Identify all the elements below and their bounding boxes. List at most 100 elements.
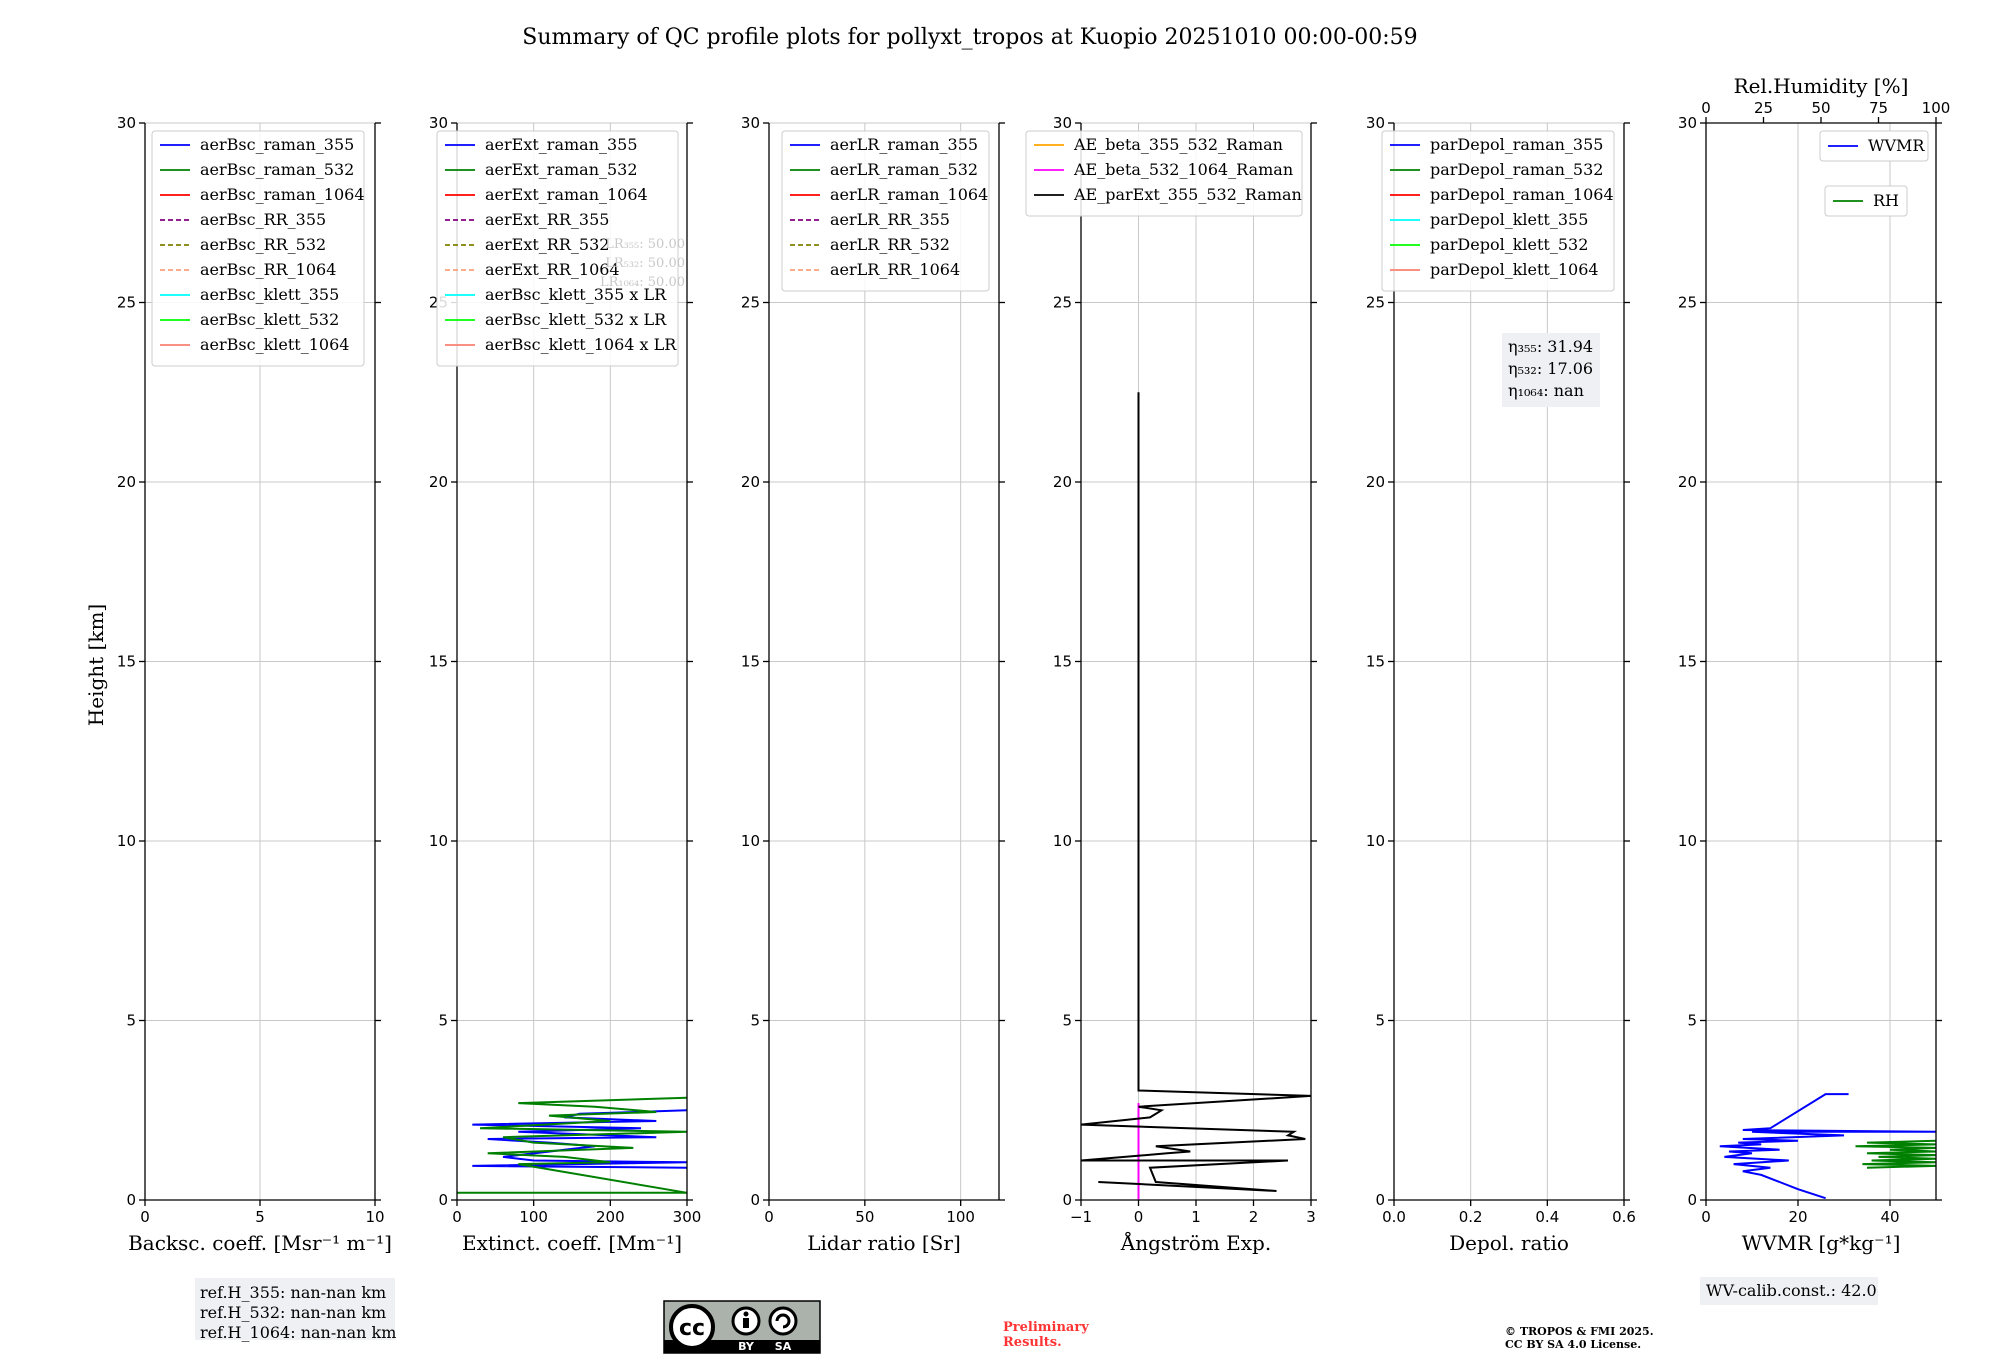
y-tick-label: 20 [1678,473,1697,491]
top-x-tick-label: 50 [1811,99,1830,117]
series-line-ext-1 [457,1096,688,1194]
y-tick-label: 0 [126,1191,136,1209]
cc-sa-arrow [775,1313,791,1329]
y-tick-label: 20 [1053,473,1072,491]
y-tick-label: 30 [1366,114,1385,132]
series-line-wv-1 [1855,1139,1937,1169]
legend-label: aerExt_RR_355 [485,210,609,229]
legend-label: aerBsc_raman_532 [200,160,354,179]
x-axis-label-bsc: Backsc. coeff. [Msr⁻¹ m⁻¹] [128,1231,392,1255]
series-line-wv-0 [1719,1093,1937,1200]
y-tick-label: 10 [1678,832,1697,850]
x-tick-label: 100 [946,1208,975,1226]
y-tick-label: 25 [1678,294,1697,312]
y-tick-label: 0 [1062,1191,1072,1209]
figure-title: Summary of QC profile plots for pollyxt_… [522,25,1417,50]
legend-frame [1824,185,1908,217]
legend-label: aerBsc_klett_1064 x LR [485,335,677,354]
x-tick-label: 0.6 [1612,1208,1636,1226]
legend-lr: aerLR_raman_355 aerLR_raman_532 aerLR_rama… [781,130,990,292]
x-tick-label: 3 [1306,1208,1316,1226]
y-tick-label: 20 [117,473,136,491]
legend-label: aerBsc_klett_355 x LR [485,285,667,304]
top-x-axis-label: Rel.Humidity [%] [1734,74,1909,98]
series-line-ae-1 [1080,392,1312,1192]
legend-label: parDepol_raman_532 [1430,160,1603,179]
panel-depol: 0.0 0.2 0.4 0.6 0 5 10 15 20 25 30 Depol. ratio parD… [1366,114,1636,1255]
legend-label: aerLR_RR_1064 [830,260,960,279]
legend-label: AE_beta_355_532_Raman [1073,135,1283,154]
panel-bsc: 0 5 10 0 5 10 15 20 25 30 Backsc. coeff. [Msr⁻¹ m⁻… [117,114,392,1255]
wv-calib-box-bg [1700,1277,1878,1305]
x-tick-label: 0 [764,1208,774,1226]
legend-label: aerBsc_RR_1064 [200,260,336,279]
eta-annotation: η₅₃₂: 17.06 [1508,359,1593,378]
legend-label: aerBsc_RR_532 [200,235,326,254]
y-tick-label: 30 [1678,114,1697,132]
legend-label: parDepol_klett_532 [1430,235,1588,254]
legend-depol: parDepol_raman_355 parDepol_raman_532 parD… [1381,130,1615,292]
legend-bsc: aerBsc_raman_355 aerBsc_raman_532 aerBsc_r… [151,130,365,367]
x-axis-label-wv: WVMR [g*kg⁻¹] [1742,1231,1901,1255]
ref-height-box: ref.H_355: nan-nan km ref.H_532: nan-nan… [195,1278,396,1342]
x-tick-label: 0 [1701,1208,1711,1226]
y-tick-label: 10 [429,832,448,850]
y-tick-label: 25 [117,294,136,312]
legend-label: aerBsc_RR_355 [200,210,326,229]
legend-label: aerBsc_klett_355 [200,285,339,304]
legend-frame [436,130,679,367]
y-tick-label: 20 [429,473,448,491]
x-tick-label: 300 [673,1208,702,1226]
ref-height-355: ref.H_355: nan-nan km [200,1283,386,1302]
eta-annotation: η₁₀₆₄: nan [1508,381,1584,400]
x-tick-label: 50 [855,1208,874,1226]
y-tick-label: 5 [1062,1012,1072,1030]
legend-label: parDepol_raman_355 [1430,135,1603,154]
legend-frame [1025,130,1303,217]
legend-label: aerExt_raman_355 [485,135,638,154]
lr-annotation: LR₁₀₆₄: 50.00 [600,275,685,290]
legend-label: aerLR_raman_532 [830,160,978,179]
x-tick-label: 0 [452,1208,462,1226]
y-tick-label: 5 [1375,1012,1385,1030]
y-tick-label: 10 [117,832,136,850]
lr-annotation: LR₃₅₅: 50.00 [605,237,685,252]
legend-label: aerBsc_klett_1064 [200,335,349,354]
x-tick-label: 100 [519,1208,548,1226]
eta-annotation: η₃₅₅: 31.94 [1508,337,1593,356]
legend-ae: AE_beta_355_532_Raman AE_beta_532_1064_Ra… [1025,130,1303,217]
x-axis-label-ext: Extinct. coeff. [Mm⁻¹] [462,1231,682,1255]
preliminary-line2: Results. [1003,1335,1062,1350]
y-tick-label: 10 [1366,832,1385,850]
legend-label: parDepol_raman_1064 [1430,185,1614,204]
y-tick-label: 30 [117,114,136,132]
y-tick-label: 10 [1053,832,1072,850]
panel-lr: 0 50 100 0 5 10 15 20 25 30 Lidar ratio [Sr] aerLR_… [741,114,1005,1255]
legend-label: parDepol_klett_1064 [1430,260,1599,279]
legend-label: aerExt_raman_1064 [485,185,648,204]
y-tick-label: 25 [741,294,760,312]
lr-annotation: LR₅₃₂: 50.00 [605,256,685,271]
cc-by-head [743,1311,749,1317]
x-axis-label-ae: Ångström Exp. [1120,1230,1271,1255]
ref-height-box-bg [195,1278,395,1340]
x-tick-label: 20 [1788,1208,1807,1226]
y-tick-label: 15 [741,653,760,671]
x-tick-label: 2 [1249,1208,1259,1226]
y-tick-label: 15 [1053,653,1072,671]
legend-label: aerLR_RR_355 [830,210,950,229]
x-tick-label: 0 [1134,1208,1144,1226]
legend-label: aerBsc_raman_355 [200,135,354,154]
legend-wv: WVMR RH [1819,130,1929,217]
legend-label: aerBsc_raman_1064 [200,185,365,204]
legend-label: AE_beta_532_1064_Raman [1073,160,1293,179]
top-x-tick-label: 25 [1754,99,1773,117]
y-tick-label: 0 [750,1191,760,1209]
cc-sa-icon [768,1306,798,1336]
x-axis-label-lr: Lidar ratio [Sr] [807,1231,961,1255]
top-x-tick-label: 100 [1922,99,1951,117]
x-tick-label: 200 [596,1208,625,1226]
wv-calib-text: WV-calib.const.: 42.0 [1706,1281,1877,1300]
y-tick-label: 25 [1366,294,1385,312]
